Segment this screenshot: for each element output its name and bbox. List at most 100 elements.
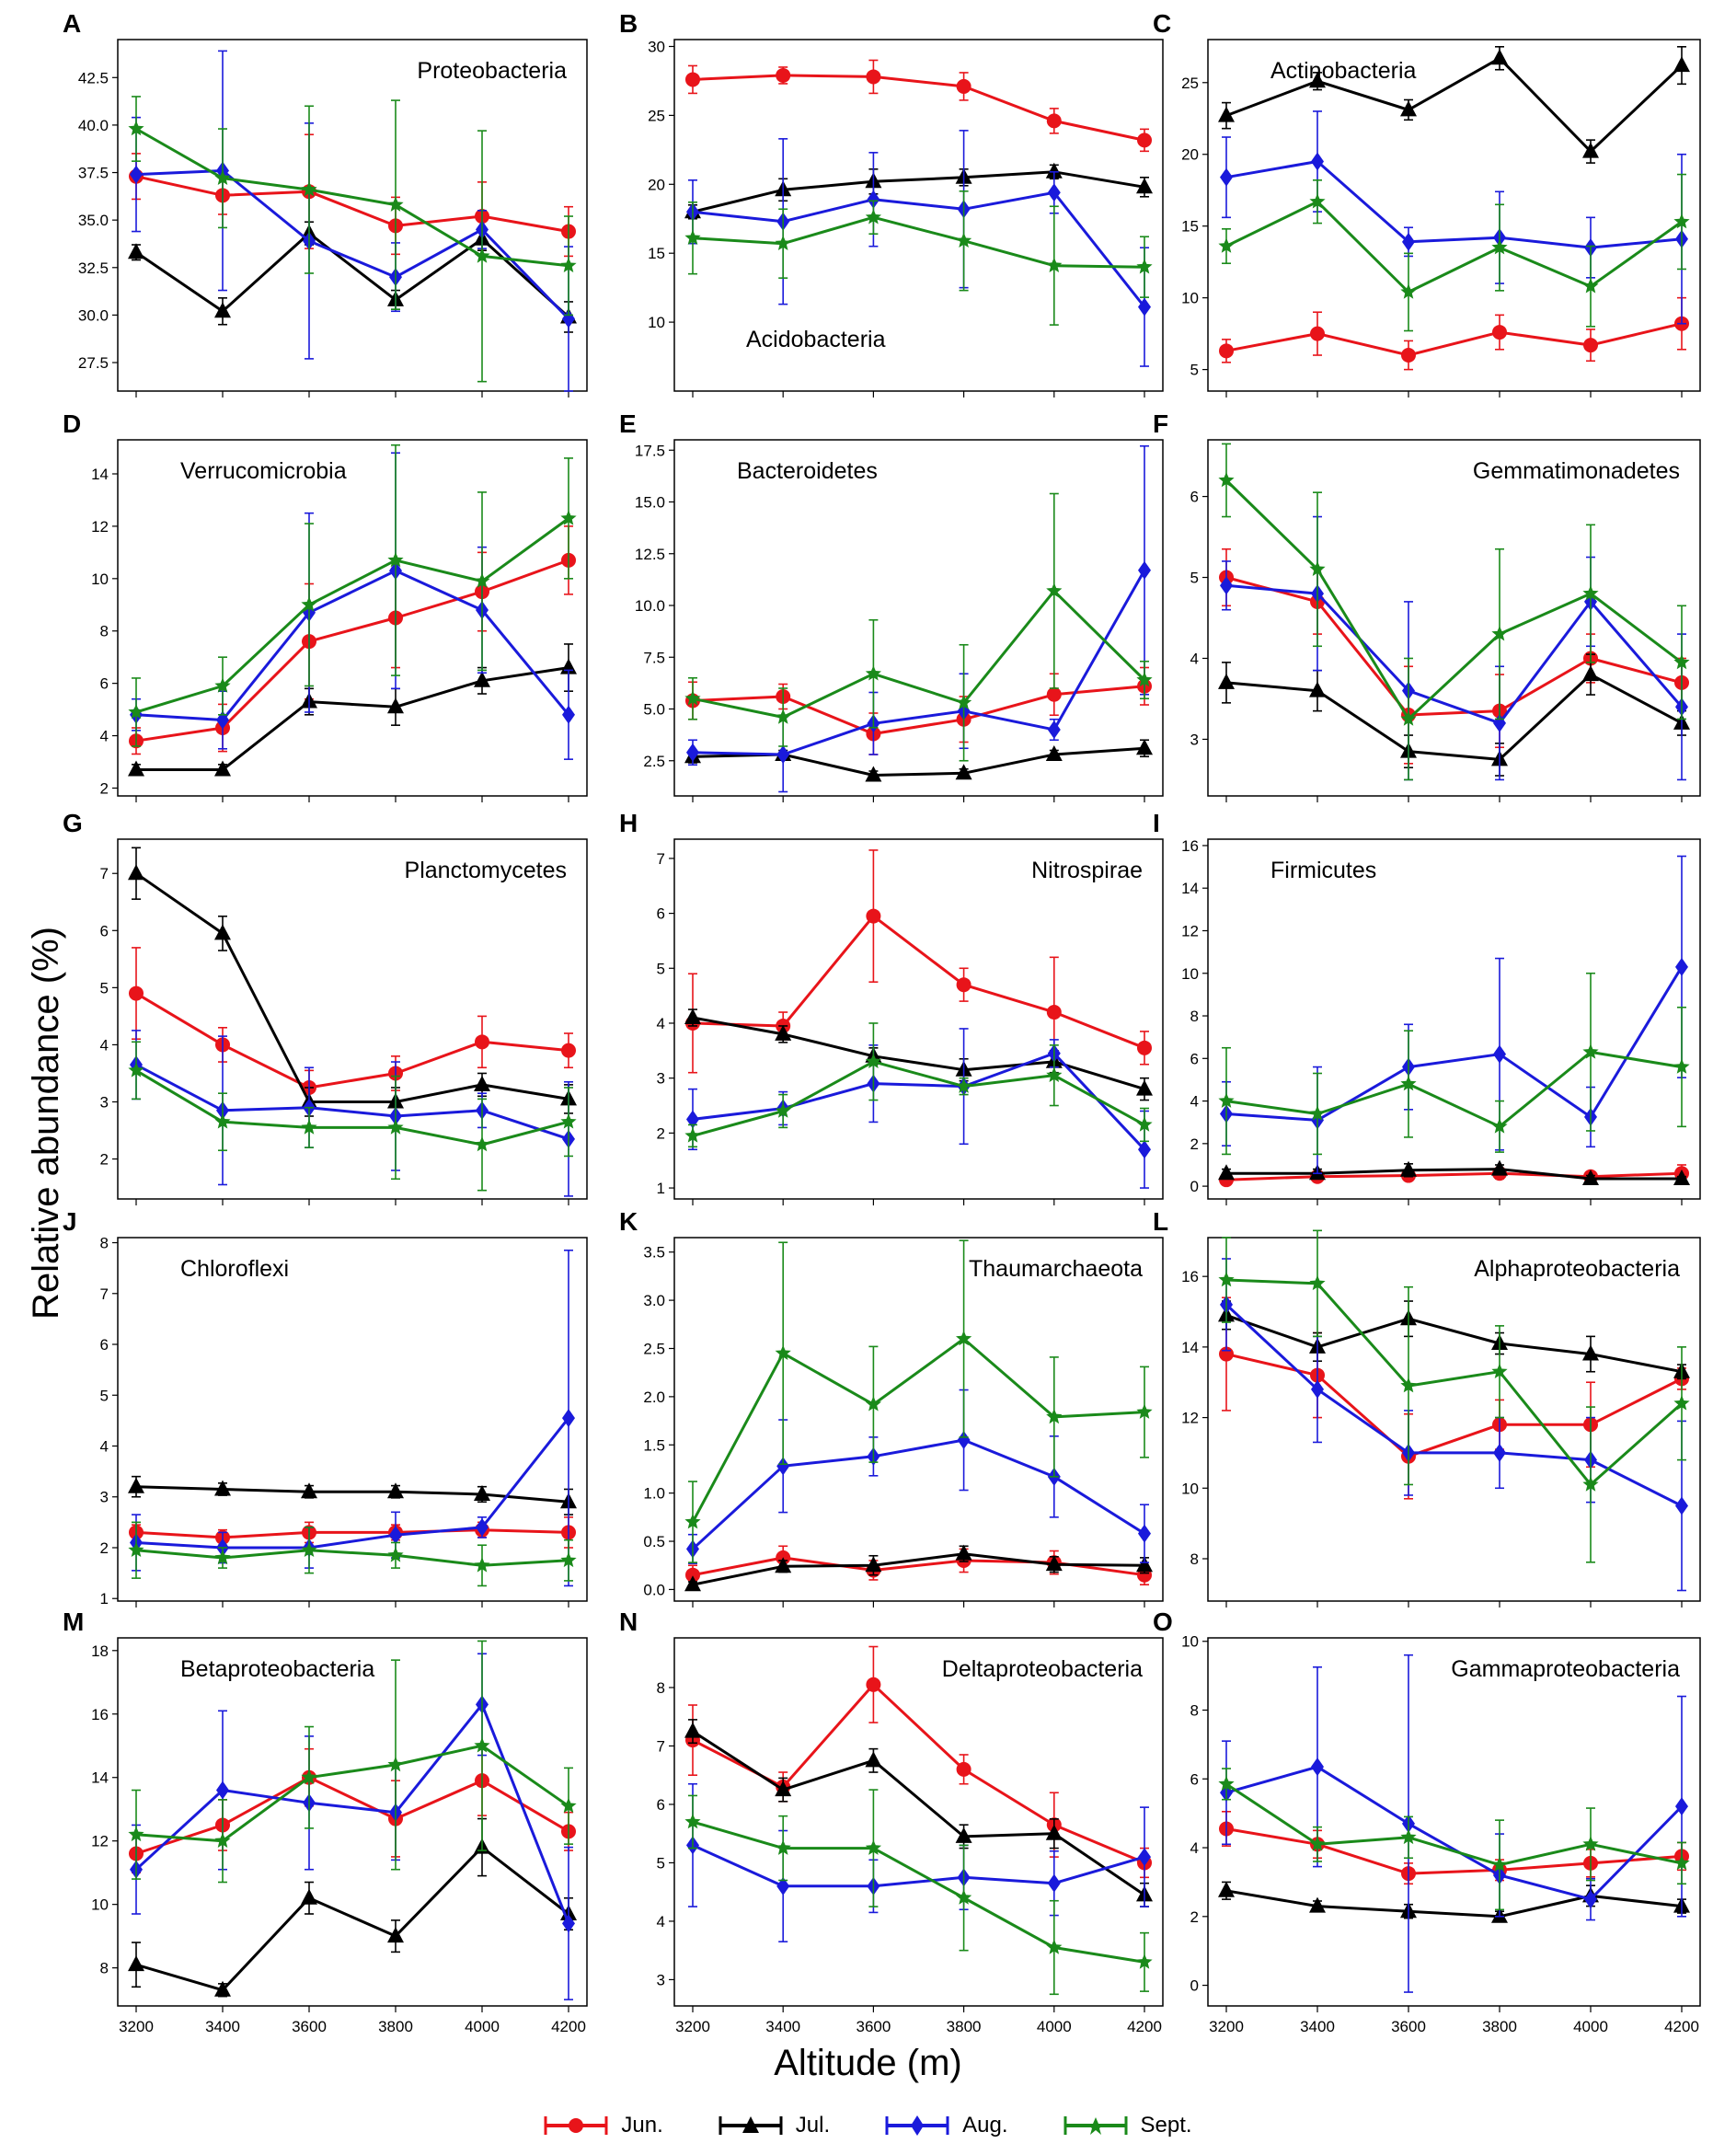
panel-j-point-jul bbox=[387, 1482, 404, 1499]
panel-b-series-jul bbox=[684, 162, 1153, 220]
panel-d-point-jul bbox=[387, 697, 404, 714]
panel-o-point-aug bbox=[1584, 1890, 1597, 1909]
panel-k-point-jul bbox=[684, 1575, 701, 1592]
panel-n-point-jul bbox=[775, 1780, 792, 1797]
panel-i-point-jul bbox=[1491, 1159, 1508, 1176]
panel-l-point-aug bbox=[1493, 1443, 1506, 1462]
panel-c-point-jun bbox=[1310, 326, 1325, 341]
panel-d-ytick-label: 14 bbox=[91, 466, 109, 483]
panel-h: H 1 2 3 4 5 6 7 Nitrospirae bbox=[619, 809, 1164, 1205]
panel-i-series-sept bbox=[1218, 972, 1690, 1156]
panel-i-point-sept bbox=[1400, 1076, 1417, 1091]
panel-f-point-aug bbox=[1220, 576, 1233, 595]
panel-b-letter: B bbox=[619, 9, 638, 38]
panel-n-xtick-label: 3400 bbox=[765, 2018, 800, 2035]
panel-h-point-jun bbox=[1046, 1005, 1062, 1020]
y-axis-label: Relative abundance (%) bbox=[18, 927, 74, 1320]
panel-e-ytick-label: 5.0 bbox=[643, 701, 665, 719]
panel-k-line-sept bbox=[691, 1337, 1145, 1523]
panel-n-ytick-label: 3 bbox=[657, 1971, 665, 1988]
panel-e-point-jul bbox=[1045, 745, 1063, 761]
panel-e-point-sept bbox=[956, 694, 972, 709]
panel-n-ytick-label: 4 bbox=[657, 1913, 665, 1930]
panel-m-point-sept bbox=[128, 1826, 144, 1842]
panel-g-ytick-label: 3 bbox=[100, 1093, 109, 1111]
panel-n-xtick-label: 3200 bbox=[675, 2018, 710, 2035]
panel-l-line-jun bbox=[1225, 1353, 1683, 1458]
panel-e-ytick-label: 17.5 bbox=[635, 442, 665, 459]
panel-h-ytick-label: 7 bbox=[657, 850, 665, 868]
panel-i-point-aug bbox=[1675, 957, 1688, 976]
panel-l-ytick-label: 10 bbox=[1181, 1480, 1199, 1497]
panel-o-letter: O bbox=[1153, 1608, 1173, 1636]
panel-o-point-aug bbox=[1311, 1757, 1324, 1777]
panel-e-ytick-label: 12.5 bbox=[635, 546, 665, 563]
panel-a-line-jun bbox=[135, 175, 569, 234]
panel-k-ytick-label: 1.5 bbox=[643, 1436, 665, 1454]
panel-o-xtick-label: 3400 bbox=[1300, 2018, 1335, 2035]
panel-l-series-jun bbox=[1219, 1296, 1689, 1500]
panel-f-series-jul bbox=[1218, 653, 1690, 777]
panel-d-line-aug bbox=[135, 569, 570, 721]
panel-m-ytick-label: 16 bbox=[91, 1706, 109, 1723]
panel-a-point-sept bbox=[128, 121, 144, 136]
panel-b-point-aug bbox=[867, 190, 880, 209]
panel-b-ytick-label: 30 bbox=[648, 38, 665, 55]
panel-d-point-sept bbox=[474, 572, 490, 588]
panel-n-frame bbox=[673, 1637, 1164, 2007]
panel-c-series-aug bbox=[1220, 110, 1688, 325]
panel-g-series-aug bbox=[130, 1030, 575, 1197]
panel-n-xtick-label: 3800 bbox=[947, 2018, 982, 2035]
panel-o-ytick-label: 6 bbox=[1190, 1770, 1199, 1788]
panel-d-ytick-label: 8 bbox=[100, 623, 109, 640]
panel-m-xtick-label: 3200 bbox=[119, 2018, 154, 2035]
panel-c-ytick-label: 25 bbox=[1181, 75, 1199, 92]
panel-l-frame bbox=[1207, 1237, 1701, 1602]
panel-k-point-jul bbox=[865, 1556, 882, 1573]
panel-o-line-jul bbox=[1225, 1889, 1683, 1919]
panel-o-ytick-label: 10 bbox=[1181, 1633, 1199, 1651]
panel-b-point-sept bbox=[865, 209, 881, 225]
panel-l-point-aug bbox=[1675, 1496, 1688, 1515]
panel-c-ytick-label: 5 bbox=[1190, 362, 1199, 379]
panel-f-line-jul bbox=[1225, 673, 1683, 761]
panel-d-series-sept bbox=[128, 444, 577, 747]
panel-k-point-jun bbox=[685, 1567, 700, 1583]
panel-b-point-jun bbox=[866, 69, 881, 85]
panel-b-point-aug bbox=[1047, 183, 1061, 202]
panel-g-point-sept bbox=[560, 1113, 577, 1129]
panel-m-xtick-label: 3400 bbox=[205, 2018, 240, 2035]
panel-l-point-sept bbox=[1400, 1377, 1417, 1393]
panel-g-ytick-label: 4 bbox=[100, 1036, 109, 1054]
panel-c-series-jun bbox=[1219, 296, 1689, 371]
panel-e-point-aug bbox=[776, 745, 790, 764]
panel-h-point-jun bbox=[956, 977, 971, 993]
panel-k-ytick-label: 3.0 bbox=[643, 1292, 665, 1309]
panel-n-series-sept bbox=[684, 1789, 1153, 1996]
panel-n-series-jul bbox=[684, 1719, 1153, 1907]
panel-f-ytick-label: 4 bbox=[1190, 650, 1199, 667]
panel-e-line-aug bbox=[692, 570, 1146, 756]
panel-c-point-sept bbox=[1400, 283, 1417, 299]
panel-i-line-jun bbox=[1225, 1171, 1683, 1181]
panel-k-point-aug bbox=[776, 1457, 790, 1476]
panel-f-ytick-label: 6 bbox=[1190, 489, 1199, 506]
panel-c-point-sept bbox=[1673, 213, 1690, 229]
panel-l-point-sept bbox=[1582, 1476, 1599, 1492]
legend-item-sept: Sept. bbox=[1063, 2112, 1192, 2139]
panel-c-point-jun bbox=[1583, 338, 1598, 353]
panel-o-xtick-label: 3200 bbox=[1209, 2018, 1244, 2035]
panel-c-point-aug bbox=[1311, 152, 1324, 171]
panel-g-series-sept bbox=[128, 1041, 577, 1192]
panel-f-point-jul bbox=[1309, 681, 1326, 697]
panel-m-title: Betaproteobacteria bbox=[180, 1656, 374, 1682]
panel-e-title: Bacteroidetes bbox=[737, 458, 878, 484]
panel-i-line-aug bbox=[1225, 966, 1684, 1122]
panel-h-frame bbox=[673, 838, 1164, 1200]
panel-m-line-jul bbox=[135, 1846, 569, 1992]
panel-i-ytick-label: 0 bbox=[1190, 1178, 1199, 1195]
panel-h-line-sept bbox=[692, 1060, 1145, 1137]
panel-i-ytick-label: 16 bbox=[1181, 837, 1199, 855]
panel-k-point-jul bbox=[1136, 1556, 1153, 1573]
panel-b-line-jul bbox=[692, 170, 1145, 213]
